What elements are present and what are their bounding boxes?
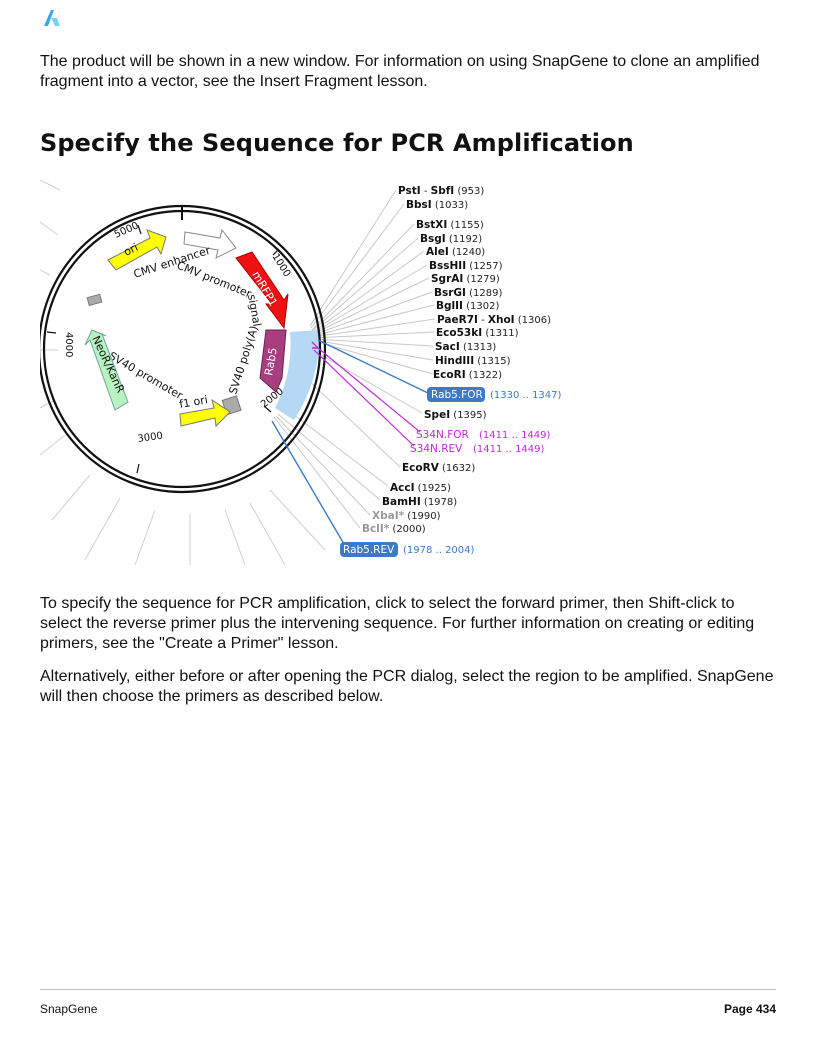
feature-label-rab5: Rab5	[262, 347, 280, 377]
svg-text:AleI (1240): AleI (1240)	[426, 246, 485, 258]
svg-text:PaeR7I - XhoI (1306): PaeR7I - XhoI (1306)	[437, 314, 551, 326]
primer-label-rab5-for[interactable]: Rab5.FOR (1330 .. 1347)	[427, 387, 562, 402]
svg-text:BsgI (1192): BsgI (1192)	[420, 233, 482, 245]
feature-label-signal: signal	[245, 293, 263, 327]
svg-text:SgrAI (1279): SgrAI (1279)	[431, 273, 500, 285]
enzyme-label-bsgI[interactable]: BsgI (1192)	[420, 233, 482, 245]
leader-rab5-rev	[271, 420, 345, 545]
svg-text:(1411 .. 1449): (1411 .. 1449)	[473, 444, 545, 455]
enzyme-label-xbaI[interactable]: XbaI* (1990)	[372, 510, 441, 522]
enzyme-label-bglII[interactable]: BglII (1302)	[436, 300, 499, 312]
primer-label-rab5-rev[interactable]: Rab5.REV (1978 .. 2004)	[340, 542, 475, 557]
svg-text:EcoRV (1632): EcoRV (1632)	[402, 462, 475, 474]
feature-ori[interactable]: ori	[107, 229, 167, 271]
feature-neor-kanr[interactable]: NeoR/KanR	[84, 329, 129, 411]
primer-label-s34n-for[interactable]: S34N.FOR (1411 .. 1449)	[416, 429, 551, 441]
feature-label-f1-ori: f1 ori	[178, 393, 209, 411]
enzyme-label-hindIII[interactable]: HindIII (1315)	[435, 355, 511, 367]
svg-text:BamHI (1978): BamHI (1978)	[382, 496, 457, 508]
tick-1000: 1000	[269, 252, 292, 279]
intro-paragraph: The product will be shown in a new windo…	[40, 53, 760, 90]
feature-label-ori: ori	[122, 241, 141, 259]
leader-rab5-for	[317, 339, 431, 395]
enzyme-label-bclI[interactable]: BclI* (2000)	[362, 523, 426, 535]
plasmid-map-figure: 1000 2000 3000 4000 5000 ori CMV enhance…	[40, 180, 593, 565]
svg-text:Rab5.REV: Rab5.REV	[343, 544, 395, 556]
enzyme-label-bstXI[interactable]: BstXI (1155)	[416, 219, 484, 231]
svg-text:BclI* (2000): BclI* (2000)	[362, 523, 426, 535]
svg-text:BstXI (1155): BstXI (1155)	[416, 219, 484, 231]
svg-text:HindIII (1315): HindIII (1315)	[435, 355, 511, 367]
plasmid-backbone-outer	[40, 204, 327, 494]
enzyme-label-accI[interactable]: AccI (1925)	[390, 482, 451, 494]
enzyme-label-eco53kI[interactable]: Eco53kI (1311)	[436, 327, 519, 339]
feature-label-sv40-polya: SV40 poly(A)	[226, 324, 260, 396]
svg-text:BsrGI (1289): BsrGI (1289)	[434, 287, 503, 299]
enzyme-label-sacI[interactable]: SacI (1313)	[435, 341, 496, 353]
selection-arc[interactable]	[275, 330, 321, 420]
alternative-paragraph: Alternatively, either before or after op…	[40, 668, 774, 705]
svg-text:(1330 .. 1347): (1330 .. 1347)	[490, 390, 562, 401]
svg-text:AccI (1925): AccI (1925)	[390, 482, 451, 494]
enzyme-label-bbsI[interactable]: BbsI (1033)	[406, 199, 468, 211]
enzyme-label-bsrGI[interactable]: BsrGI (1289)	[434, 287, 503, 299]
tick-3000: 3000	[137, 431, 164, 445]
enzyme-label-bamHI[interactable]: BamHI (1978)	[382, 496, 457, 508]
svg-text:SpeI (1395): SpeI (1395)	[424, 409, 487, 421]
svg-text:Rab5.FOR: Rab5.FOR	[431, 389, 483, 401]
enzyme-label-ecoRV[interactable]: EcoRV (1632)	[402, 462, 475, 474]
primer-label-s34n-rev[interactable]: S34N.REV (1411 .. 1449)	[410, 443, 545, 455]
svg-text:(1978 .. 2004): (1978 .. 2004)	[403, 545, 475, 556]
tick-4000: 4000	[63, 332, 74, 357]
svg-text:SacI (1313): SacI (1313)	[435, 341, 496, 353]
enzyme-label-pstI[interactable]: PstI - SbfI (953)	[398, 185, 484, 197]
svg-text:Eco53kI (1311): Eco53kI (1311)	[436, 327, 519, 339]
svg-text:BssHII (1257): BssHII (1257)	[429, 260, 503, 272]
select-instructions-paragraph: To specify the sequence for PCR amplific…	[40, 595, 755, 652]
footer-page-number: Page 434	[723, 1002, 776, 1016]
svg-text:S34N.REV: S34N.REV	[410, 443, 463, 455]
svg-text:BglII (1302): BglII (1302)	[436, 300, 499, 312]
leader-s34n-rev	[313, 349, 415, 447]
enzyme-label-bssHII[interactable]: BssHII (1257)	[429, 260, 503, 272]
feature-rab5[interactable]: Rab5	[259, 329, 287, 393]
svg-text:PstI - SbfI (953): PstI - SbfI (953)	[398, 185, 484, 197]
enzyme-label-paeR7I[interactable]: PaeR7I - XhoI (1306)	[437, 314, 551, 326]
enzyme-label-aleI[interactable]: AleI (1240)	[426, 246, 485, 258]
svg-text:BbsI (1033): BbsI (1033)	[406, 199, 468, 211]
enzyme-label-ecoRI[interactable]: EcoRI (1322)	[433, 369, 502, 381]
svg-text:XbaI* (1990): XbaI* (1990)	[372, 510, 441, 522]
snapgene-logo-icon	[44, 10, 60, 26]
enzyme-label-speI[interactable]: SpeI (1395)	[424, 409, 487, 421]
svg-text:(1411 .. 1449): (1411 .. 1449)	[479, 430, 551, 441]
radial-guides	[40, 180, 326, 565]
position-ticks	[46, 224, 280, 474]
leader-s34n-for	[317, 347, 421, 433]
feature-f1-ori[interactable]: f1 ori	[178, 393, 231, 428]
svg-text:EcoRI (1322): EcoRI (1322)	[433, 369, 502, 381]
enzyme-label-sgrAI[interactable]: SgrAI (1279)	[431, 273, 500, 285]
footer-divider	[40, 989, 776, 990]
feature-small-gray-box-left	[86, 293, 103, 307]
footer-app-name: SnapGene	[40, 1002, 98, 1016]
section-heading: Specify the Sequence for PCR Amplificati…	[40, 129, 634, 157]
svg-text:S34N.FOR: S34N.FOR	[416, 429, 469, 441]
plasmid-map-svg: 1000 2000 3000 4000 5000 ori CMV enhance…	[40, 180, 562, 565]
